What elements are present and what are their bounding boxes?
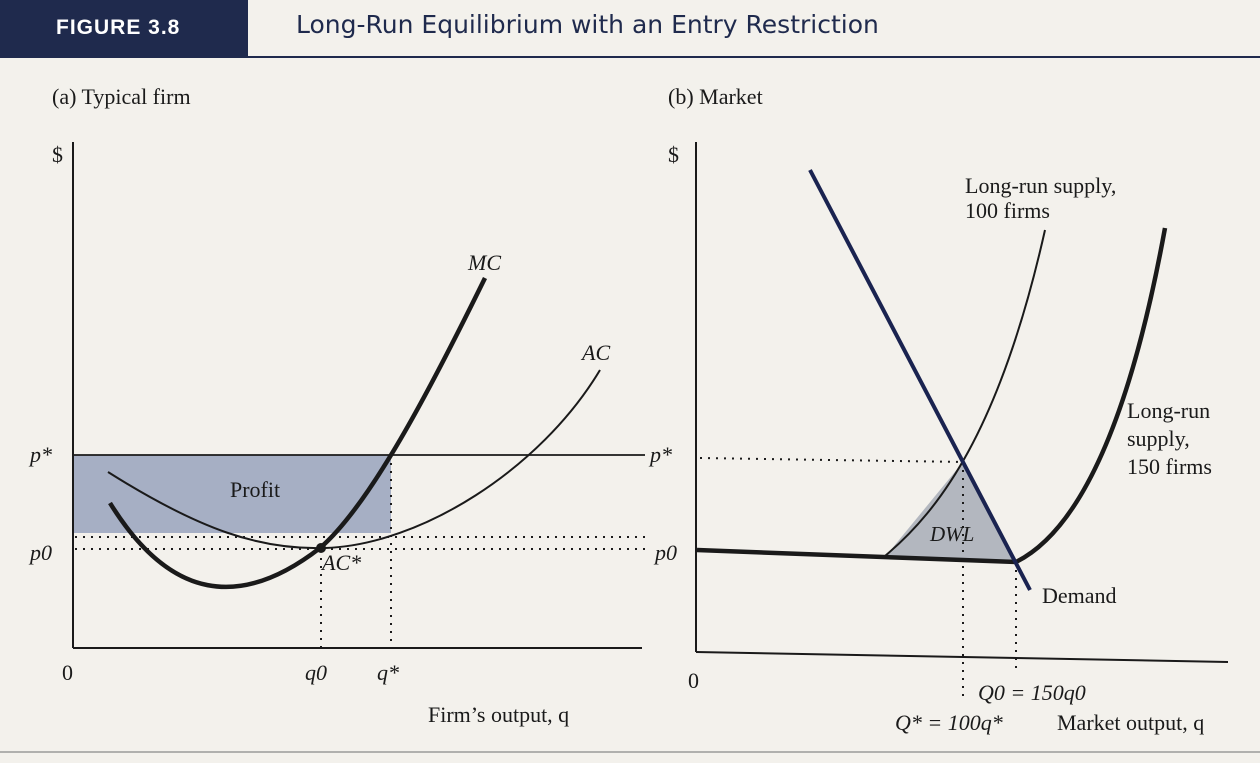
supply-100-label-line1: Long-run supply,	[965, 173, 1116, 198]
figure-header: FIGURE 3.8 Long-Run Equilibrium with an …	[0, 0, 1260, 58]
supply-150-label-line1: Long-run	[1127, 398, 1210, 423]
dwl-area	[885, 462, 1016, 562]
supply-150-curve	[696, 227, 1168, 565]
supply-100-label-line2: 100 firms	[965, 198, 1050, 223]
panel-b-q0-equation: Q0 = 150q0	[978, 680, 1086, 705]
profit-area	[73, 455, 391, 533]
mc-label: MC	[467, 250, 501, 275]
panel-b-origin: 0	[688, 668, 699, 693]
figure-title: Long-Run Equilibrium with an Entry Restr…	[296, 10, 879, 39]
demand-curve	[808, 169, 1032, 591]
supply-100-curve	[884, 229, 1046, 557]
profit-label: Profit	[230, 477, 280, 502]
panel-b-p0-label: p0	[653, 540, 677, 565]
panel-b-y-label: $	[668, 142, 679, 167]
ac-star-point	[316, 543, 326, 553]
figure-label: FIGURE 3.8	[0, 0, 248, 56]
panel-b-pstar-label: p*	[648, 442, 672, 467]
ac-curve	[107, 369, 601, 550]
ac-label: AC	[580, 340, 610, 365]
panel-a-q0-label: q0	[305, 660, 327, 685]
supply-150-label-line2: supply,	[1127, 426, 1190, 451]
panel-a-pstar-label: p*	[28, 442, 52, 467]
panel-a-qstar-label: q*	[377, 660, 399, 685]
panel-a-y-label: $	[52, 142, 63, 167]
mc-curve	[108, 277, 488, 590]
demand-label: Demand	[1042, 583, 1117, 608]
panel-b-title: (b) Market	[668, 84, 763, 109]
panel-b-x-label: Market output, q	[1057, 710, 1204, 735]
panel-a-origin: 0	[62, 660, 73, 685]
panel-b-qstar-equation: Q* = 100q*	[895, 710, 1003, 735]
panel-a-x-label: Firm’s output, q	[428, 702, 569, 727]
supply-150-label-line3: 150 firms	[1127, 454, 1212, 479]
panel-b-x-axis	[695, 651, 1229, 663]
panel-a-p0-label: p0	[28, 540, 52, 565]
ac-star-label: AC*	[320, 550, 361, 575]
panel-b-pstar-dotted	[699, 457, 964, 463]
panel-a-title: (a) Typical firm	[52, 84, 191, 109]
dwl-label: DWL	[929, 522, 974, 546]
